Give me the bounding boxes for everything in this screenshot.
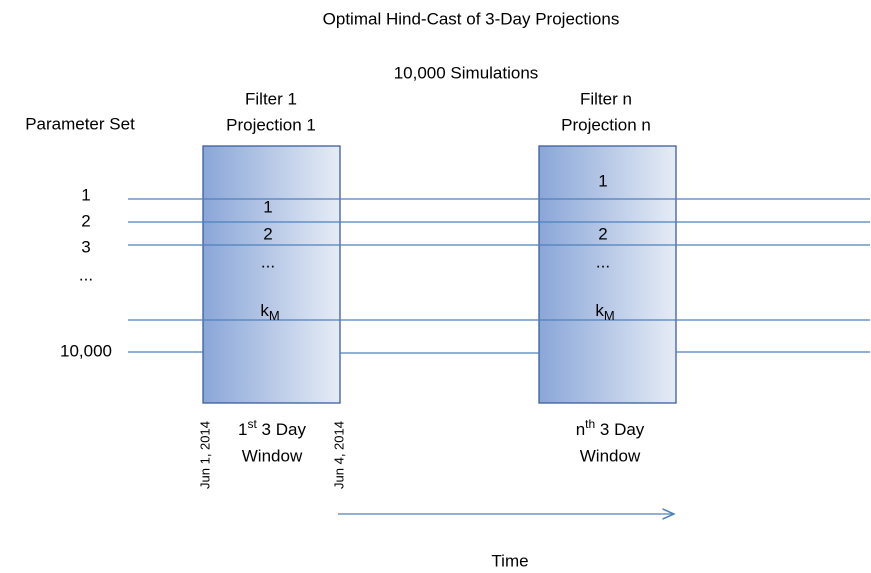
param-item: 1 [81,185,90,204]
k-base: k [595,301,604,320]
param-item: ... [79,265,93,284]
window-label: Window [580,446,641,465]
param-item: 2 [81,211,90,230]
window-label: 1st 3 Day [238,417,306,439]
window-text: 3 Day [595,420,645,439]
date-label: Jun 1, 2014 [197,421,212,489]
window-label: nth 3 Day [576,417,645,439]
k-sub: M [604,308,615,323]
filter-projection: Projection 1 [226,115,316,134]
subtitle: 10,000 Simulations [394,63,539,82]
box-item: 1 [263,197,272,216]
parameter-items: 1 2 3 ... 10,000 [60,185,112,360]
simulation-lines [128,198,870,354]
filter-projection: Projection n [561,115,651,134]
parameter-set-label: Parameter Set [25,114,135,133]
box-item: 2 [598,224,607,243]
filter-box [538,145,677,404]
box-k: kM [260,301,279,323]
filter-box [202,145,341,404]
window-label: Window [242,446,303,465]
param-item: 10,000 [60,341,112,360]
filter-name: Filter 1 [245,89,297,108]
box-item: 1 [598,171,607,190]
window-text: 3 Day [257,420,307,439]
param-item: 3 [81,237,90,256]
k-sub: M [269,308,280,323]
k-base: k [260,301,269,320]
ordinal: 1 [238,420,247,439]
ordinal-suffix: th [585,417,595,431]
box-item: ... [261,252,275,271]
ordinal-suffix: st [247,417,257,431]
filter-name: Filter n [580,89,632,108]
axis-label: Time [491,551,528,570]
date-label: Jun 4, 2014 [331,421,346,489]
box-item: 2 [263,224,272,243]
box-item: ... [596,252,610,271]
ordinal: n [576,420,585,439]
box-k: kM [595,301,614,323]
title: Optimal Hind-Cast of 3-Day Projections [323,9,620,28]
